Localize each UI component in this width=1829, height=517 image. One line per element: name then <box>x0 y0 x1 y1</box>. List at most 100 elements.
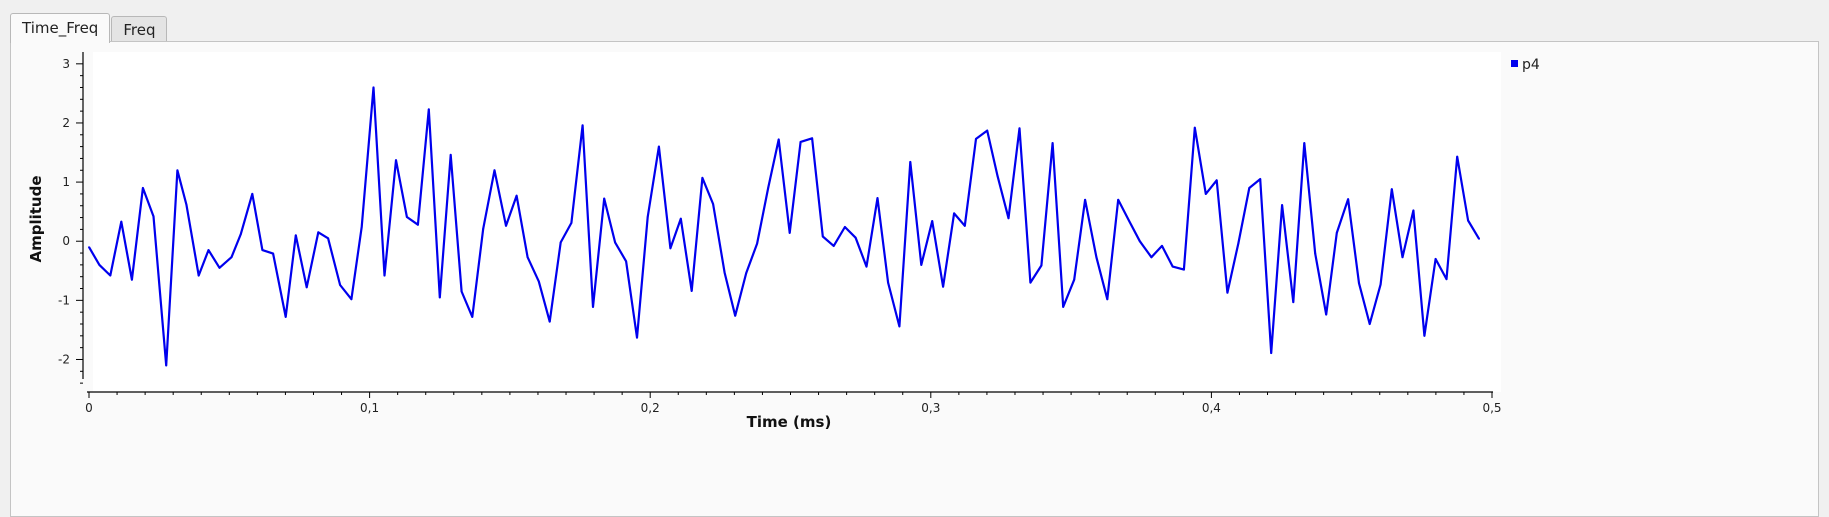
data-point <box>788 232 791 234</box>
data-point <box>360 226 363 228</box>
data-point <box>559 241 562 244</box>
tab-freq[interactable]: Freq <box>111 16 168 42</box>
data-point <box>197 274 200 277</box>
data-point <box>745 272 748 274</box>
data-point <box>339 284 341 286</box>
data-point <box>1171 265 1174 268</box>
legend-label-p4: p4 <box>1522 57 1540 73</box>
data-point <box>799 141 802 143</box>
data-point <box>305 286 308 289</box>
data-point <box>1226 291 1229 294</box>
data-point <box>1095 256 1098 259</box>
data-point <box>294 234 297 237</box>
data-point <box>395 159 397 162</box>
x-axis-title: Time (ms) <box>747 413 832 431</box>
data-point <box>854 236 857 239</box>
data-point <box>317 231 320 234</box>
y-tick-label: 2 <box>62 116 70 130</box>
data-point <box>832 245 835 247</box>
data-point <box>1193 126 1196 129</box>
data-point <box>658 145 660 148</box>
data-point <box>690 290 693 292</box>
data-point <box>646 216 649 218</box>
data-point <box>131 278 133 281</box>
data-point <box>767 186 770 189</box>
tab-time-freq[interactable]: Time_Freq <box>10 13 111 43</box>
x-tick-label: 0,5 <box>1482 401 1501 415</box>
data-point <box>1445 278 1448 280</box>
data-point <box>1303 142 1306 144</box>
data-point <box>1062 306 1065 308</box>
data-point <box>505 224 507 227</box>
data-point <box>537 280 540 283</box>
data-point <box>920 264 923 266</box>
data-point <box>1237 242 1240 245</box>
data-point <box>1007 217 1010 220</box>
data-point <box>614 241 616 244</box>
data-point <box>1467 219 1469 222</box>
data-point <box>625 260 627 263</box>
data-point <box>581 124 584 127</box>
data-point <box>1051 142 1054 144</box>
data-point <box>1183 268 1185 271</box>
data-point <box>1215 179 1218 182</box>
data-point <box>284 316 287 318</box>
y-axis-ticks: -2 -1 0 1 2 3 <box>58 57 83 384</box>
data-point <box>865 265 868 268</box>
data-point <box>493 169 496 172</box>
data-point <box>460 290 463 293</box>
data-point <box>1478 238 1480 240</box>
data-point <box>1248 187 1251 189</box>
data-point <box>963 224 966 227</box>
legend[interactable]: p4 <box>1511 57 1540 73</box>
data-point <box>1281 204 1283 207</box>
data-point <box>1412 209 1415 212</box>
data-point <box>1259 178 1262 181</box>
data-point <box>636 336 638 339</box>
data-point <box>1325 313 1328 316</box>
y-tick-label: 1 <box>62 175 70 189</box>
y-tick-label: 3 <box>62 57 70 71</box>
x-tick-label: 0,4 <box>1202 401 1221 415</box>
data-point <box>996 175 999 178</box>
data-point <box>438 296 441 299</box>
data-point <box>1434 258 1437 260</box>
data-point <box>723 271 726 274</box>
series-p4-line <box>88 86 1481 367</box>
data-point <box>1292 301 1295 303</box>
data-point <box>406 216 408 218</box>
data-point <box>261 249 264 252</box>
data-point <box>1073 278 1076 281</box>
data-point <box>701 177 704 179</box>
data-point <box>1138 240 1141 243</box>
series-p4-points <box>88 86 1480 367</box>
data-point <box>449 154 452 156</box>
data-point <box>88 246 90 249</box>
data-point <box>1401 256 1404 259</box>
data-point <box>185 203 188 206</box>
data-point <box>383 274 386 277</box>
data-point <box>230 256 233 259</box>
data-point <box>109 274 112 277</box>
time-domain-chart[interactable]: -2 -1 0 1 2 3 0 0,1 0,2 0,3 0,4 0,5 Time (ms) Ampl… <box>11 42 1818 516</box>
data-point <box>120 220 123 223</box>
data-point <box>1368 323 1371 325</box>
tab-bar: Time_Freq Freq <box>10 12 168 43</box>
data-point <box>1390 188 1393 191</box>
data-point <box>471 316 474 318</box>
data-point <box>712 203 714 205</box>
data-point <box>1084 198 1086 201</box>
data-point <box>239 233 242 236</box>
data-point <box>931 220 934 223</box>
x-tick-label: 0,3 <box>921 401 940 415</box>
data-point <box>821 235 824 238</box>
data-point <box>1204 193 1207 195</box>
data-point <box>152 215 155 218</box>
data-point <box>986 129 989 132</box>
data-point <box>327 237 329 240</box>
data-point <box>1358 282 1360 285</box>
y-tick-label: -2 <box>58 352 70 366</box>
data-point <box>811 137 813 140</box>
plot-canvas <box>93 52 1501 392</box>
data-point <box>1314 252 1317 255</box>
